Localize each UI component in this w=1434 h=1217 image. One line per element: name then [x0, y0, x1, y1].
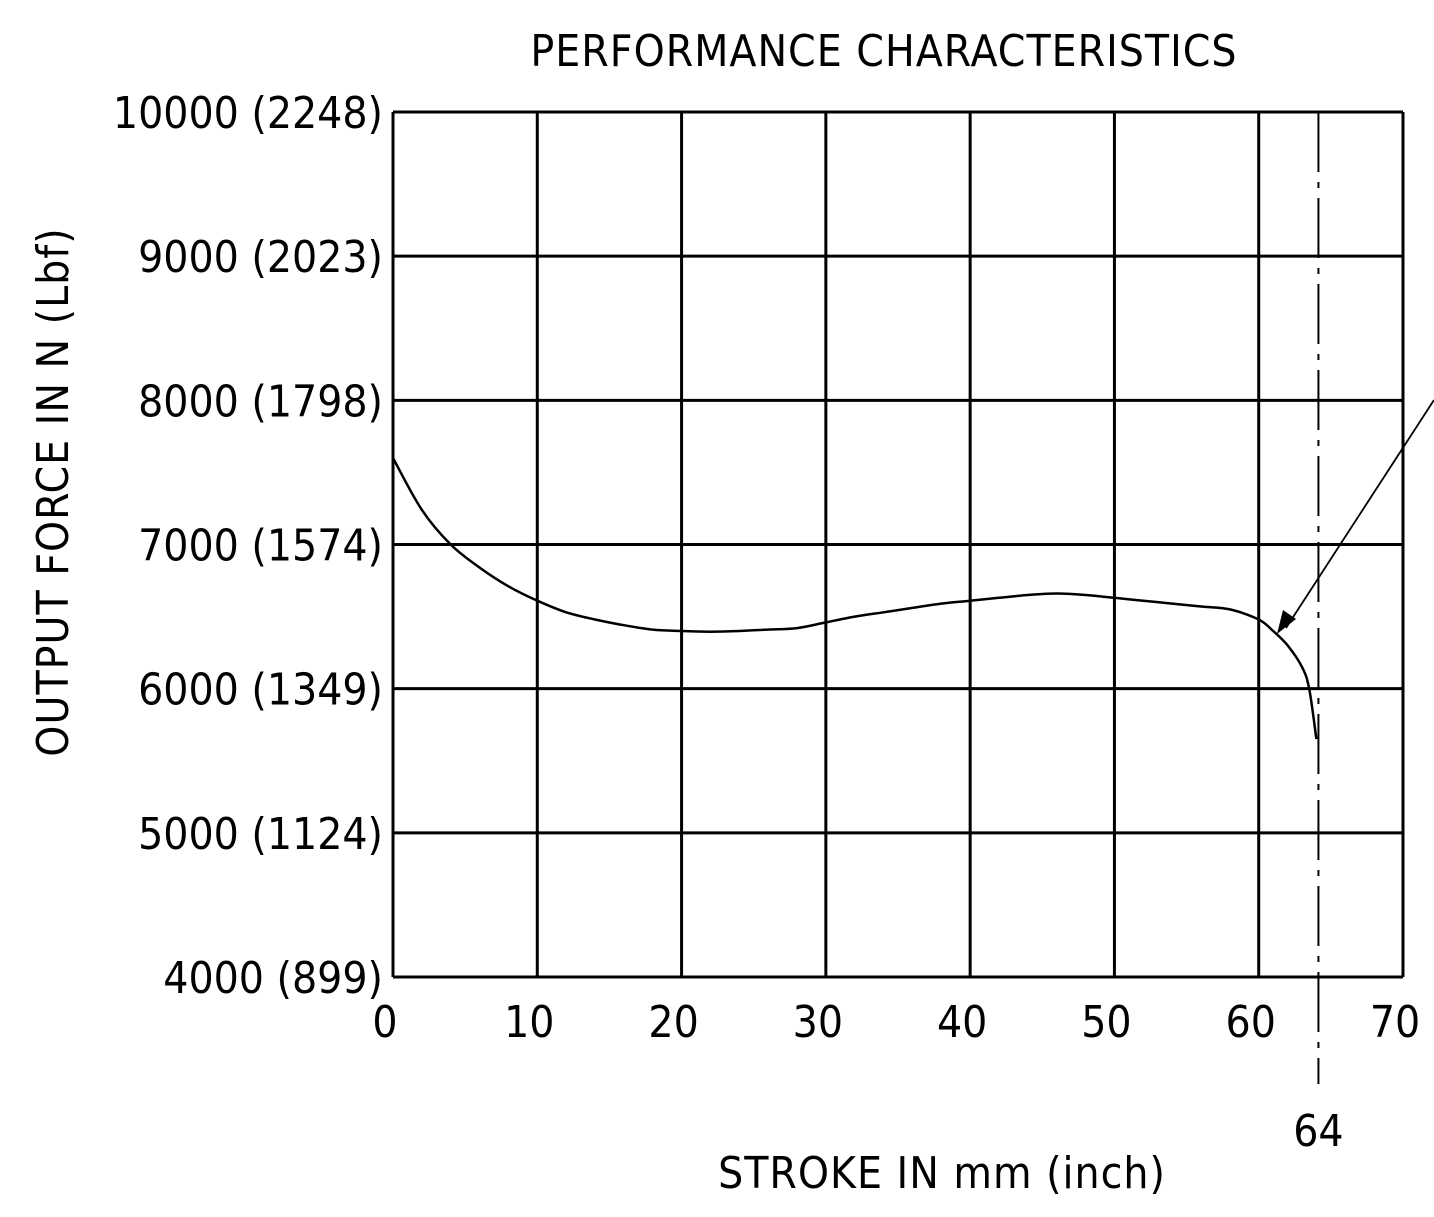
y-tick-labels: 4000 (899) 5000 (1124) 6000 (1349) 7000 (15…	[113, 88, 383, 1004]
y-tick-label: 9000 (2023)	[138, 232, 383, 283]
x-tick-label: 0	[372, 997, 397, 1048]
chart-title: PERFORMANCE CHARACTERISTICS	[530, 26, 1237, 77]
grid	[391, 110, 1405, 979]
x-tick-label: 20	[648, 997, 698, 1048]
y-tick-label: 5000 (1124)	[138, 809, 383, 860]
x-tick-label: 60	[1226, 997, 1276, 1048]
annotation-leader-line	[1285, 399, 1434, 629]
x-axis-label: STROKE IN mm (inch)	[718, 1148, 1166, 1199]
y-tick-label: 6000 (1349)	[138, 665, 383, 716]
reference-line: 64	[1293, 112, 1344, 1157]
x-tick-label: 40	[937, 997, 987, 1048]
x-tick-label: 30	[793, 997, 843, 1048]
y-axis-label: OUTPUT FORCE IN N (Lbf)	[28, 227, 79, 756]
x-tick-label: 50	[1081, 997, 1131, 1048]
reference-line-label: 64	[1293, 1106, 1343, 1157]
x-tick-label: 10	[504, 997, 554, 1048]
x-tick-labels: 0 10 20 30 40 50 60 70	[372, 997, 1420, 1048]
y-tick-label: 4000 (899)	[163, 953, 383, 1004]
series-line	[391, 457, 1318, 740]
y-tick-label: 10000 (2248)	[113, 88, 383, 139]
y-tick-label: 8000 (1798)	[138, 376, 383, 427]
annotation-arrowhead	[1277, 610, 1296, 634]
y-tick-label: 7000 (1574)	[138, 521, 383, 572]
x-tick-label: 70	[1370, 997, 1420, 1048]
